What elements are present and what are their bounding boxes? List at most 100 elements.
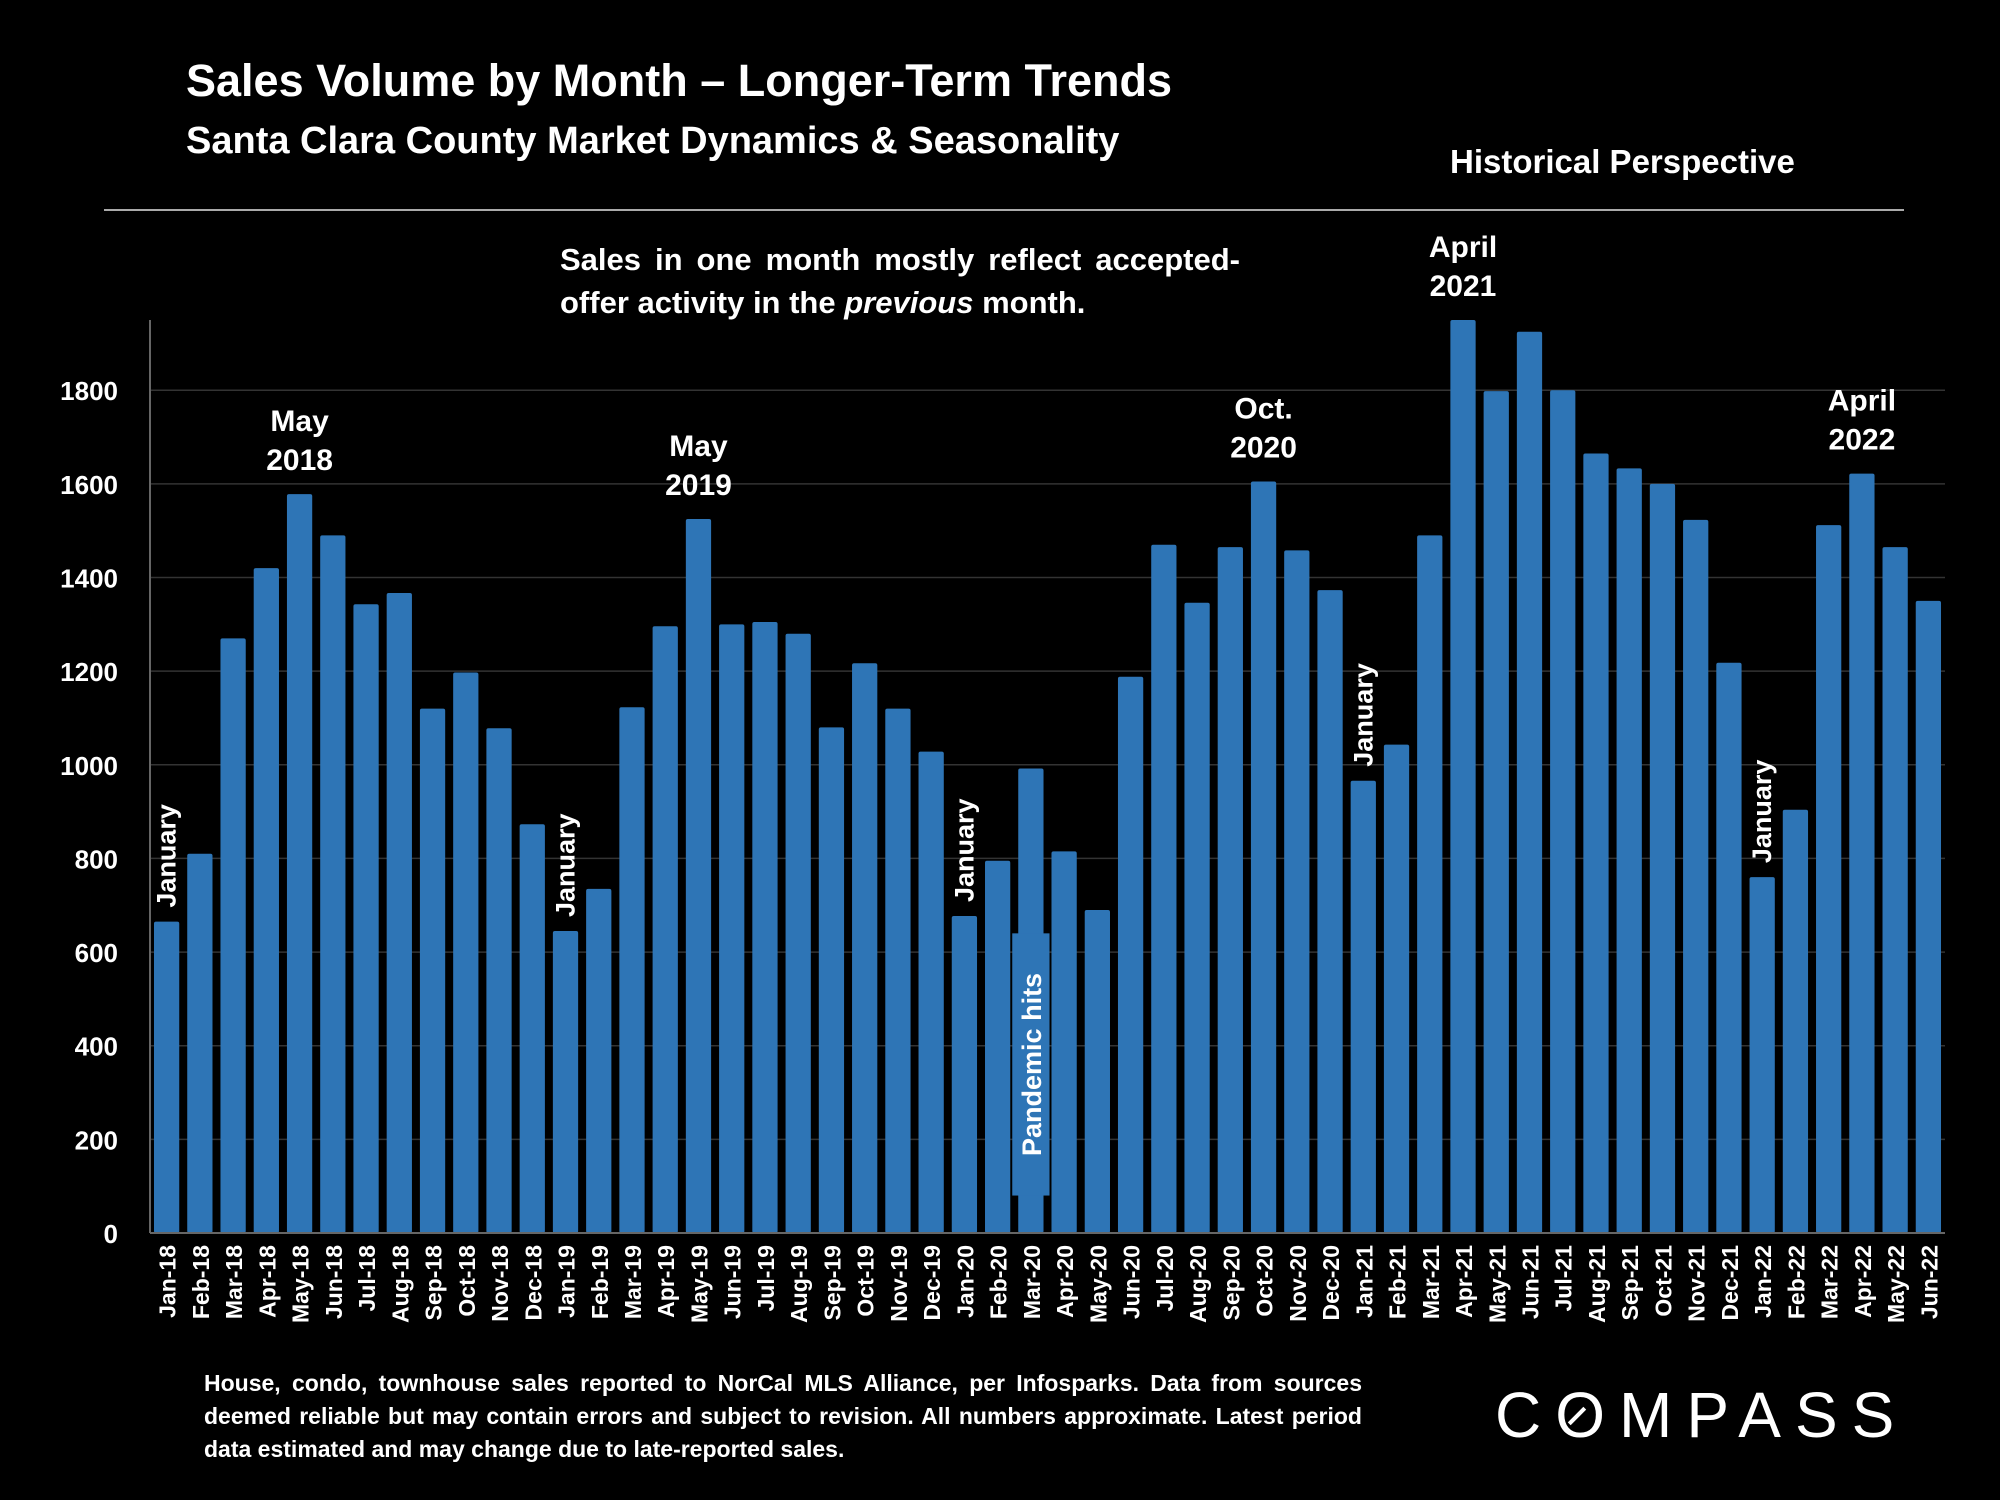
bar xyxy=(818,727,845,1233)
y-tick-label: 800 xyxy=(75,844,118,874)
bar xyxy=(1749,877,1775,1233)
bar xyxy=(419,708,446,1233)
x-tick-label: Jul-21 xyxy=(1551,1245,1577,1312)
x-tick-label: Sep-21 xyxy=(1617,1245,1643,1321)
peak-annotation: April 2021 xyxy=(1429,231,1497,303)
bar xyxy=(1516,331,1543,1233)
x-tick-label: Apr-19 xyxy=(653,1245,679,1318)
bar xyxy=(1317,590,1343,1233)
x-tick-label: Jul-19 xyxy=(753,1245,779,1311)
peak-annotation-line: April xyxy=(1429,231,1497,264)
x-tick-label: Jan-22 xyxy=(1750,1245,1776,1318)
january-annotation: January xyxy=(551,813,581,917)
x-tick-label: Sep-20 xyxy=(1218,1245,1244,1320)
bar xyxy=(619,707,645,1233)
accepted-offer-note: Sales in one month mostly reflect accept… xyxy=(560,238,1240,324)
y-tick-label: 1800 xyxy=(60,376,118,406)
note-emphasis: previous xyxy=(844,285,974,320)
x-tick-label: May-21 xyxy=(1484,1245,1510,1323)
january-annotation: January xyxy=(152,804,182,908)
note-text-start: Sales in one month mostly reflect accept… xyxy=(560,242,1240,320)
bar xyxy=(685,518,712,1233)
x-tick-label: Oct-20 xyxy=(1252,1245,1278,1317)
peak-annotation-line: 2019 xyxy=(665,469,732,502)
bar xyxy=(951,916,978,1233)
bar xyxy=(586,888,612,1233)
x-tick-label: Jan-20 xyxy=(952,1245,978,1318)
x-tick-label: Apr-21 xyxy=(1451,1245,1477,1318)
y-tick-label: 1400 xyxy=(60,564,118,594)
bar xyxy=(918,751,944,1233)
peak-annotation-line: April xyxy=(1828,385,1896,418)
x-tick-label: Aug-21 xyxy=(1584,1245,1610,1323)
bar xyxy=(1383,744,1410,1233)
peak-annotation-line: 2022 xyxy=(1829,424,1896,457)
bar xyxy=(652,626,678,1233)
x-tick-label: Feb-20 xyxy=(986,1245,1012,1319)
x-tick-label: Oct-21 xyxy=(1650,1245,1676,1317)
bar xyxy=(785,633,811,1233)
x-tick-label: Oct-18 xyxy=(454,1245,480,1317)
bar xyxy=(1284,550,1310,1233)
note-text-end: month. xyxy=(973,285,1086,320)
peak-annotation-line: 2018 xyxy=(266,444,333,477)
peak-annotation: May 2018 xyxy=(266,405,333,477)
bar xyxy=(1350,780,1376,1233)
x-tick-label: Mar-20 xyxy=(1019,1245,1045,1319)
x-tick-label: May-19 xyxy=(686,1245,712,1323)
bar xyxy=(187,853,213,1233)
bar xyxy=(353,604,379,1233)
bar xyxy=(486,728,512,1233)
x-tick-label: Jun-19 xyxy=(720,1245,746,1319)
y-tick-label: 200 xyxy=(75,1125,118,1155)
x-tick-label: Apr-20 xyxy=(1052,1245,1078,1318)
bar xyxy=(885,708,911,1233)
x-tick-label: May-18 xyxy=(288,1245,314,1323)
logo-o-glyph: O xyxy=(1555,1378,1619,1452)
y-tick-label: 1600 xyxy=(60,470,118,500)
x-tick-label: May-20 xyxy=(1085,1245,1111,1323)
x-tick-label: Aug-20 xyxy=(1185,1245,1211,1323)
x-tick-label: Feb-18 xyxy=(188,1245,214,1319)
x-tick-label: Feb-22 xyxy=(1783,1245,1809,1319)
january-annotation: January xyxy=(1348,663,1378,767)
bar xyxy=(719,624,745,1233)
pandemic-label-box xyxy=(1012,933,1050,1196)
logo-text-rest: MPASS xyxy=(1619,1379,1909,1451)
historical-perspective-label: Historical Perspective xyxy=(1450,143,1795,180)
bar xyxy=(1151,544,1177,1233)
y-tick-label: 1200 xyxy=(60,657,118,687)
bar xyxy=(1084,909,1110,1233)
chart-title: Sales Volume by Month – Longer-Term Tren… xyxy=(186,55,1173,106)
x-tick-label: Jun-22 xyxy=(1916,1245,1942,1319)
x-tick-label: Jul-20 xyxy=(1152,1245,1178,1311)
x-tick-label: Jan-18 xyxy=(155,1245,181,1318)
x-tick-label: Dec-20 xyxy=(1318,1245,1344,1320)
bar xyxy=(1583,453,1609,1233)
bar xyxy=(852,663,878,1233)
x-tick-label: Mar-18 xyxy=(221,1245,247,1319)
bar xyxy=(453,672,479,1233)
x-tick-label: Nov-19 xyxy=(886,1245,912,1322)
peak-annotation: May 2019 xyxy=(665,430,732,502)
bar xyxy=(386,592,412,1233)
bar xyxy=(1184,602,1210,1233)
x-tick-label: Aug-18 xyxy=(387,1245,413,1323)
y-tick-label: 600 xyxy=(75,938,118,968)
x-tick-label: Jun-18 xyxy=(321,1245,347,1319)
x-tick-label: Jan-21 xyxy=(1351,1245,1377,1318)
x-tick-label: Feb-19 xyxy=(587,1245,613,1319)
x-tick-label: Jun-21 xyxy=(1517,1245,1543,1319)
bar xyxy=(253,568,279,1233)
peak-annotation: April 2022 xyxy=(1828,385,1896,457)
bar xyxy=(1915,600,1942,1233)
peak-annotation-line: Oct. xyxy=(1234,393,1292,426)
bar xyxy=(1683,519,1709,1233)
bar xyxy=(286,494,313,1233)
bar xyxy=(1550,390,1576,1233)
x-tick-label: Nov-18 xyxy=(487,1245,513,1322)
bar xyxy=(1483,391,1509,1233)
x-tick-label: Dec-18 xyxy=(520,1245,546,1321)
x-tick-label: Mar-21 xyxy=(1418,1245,1444,1319)
chart-subtitle: Santa Clara County Market Dynamics & Sea… xyxy=(186,120,1120,162)
